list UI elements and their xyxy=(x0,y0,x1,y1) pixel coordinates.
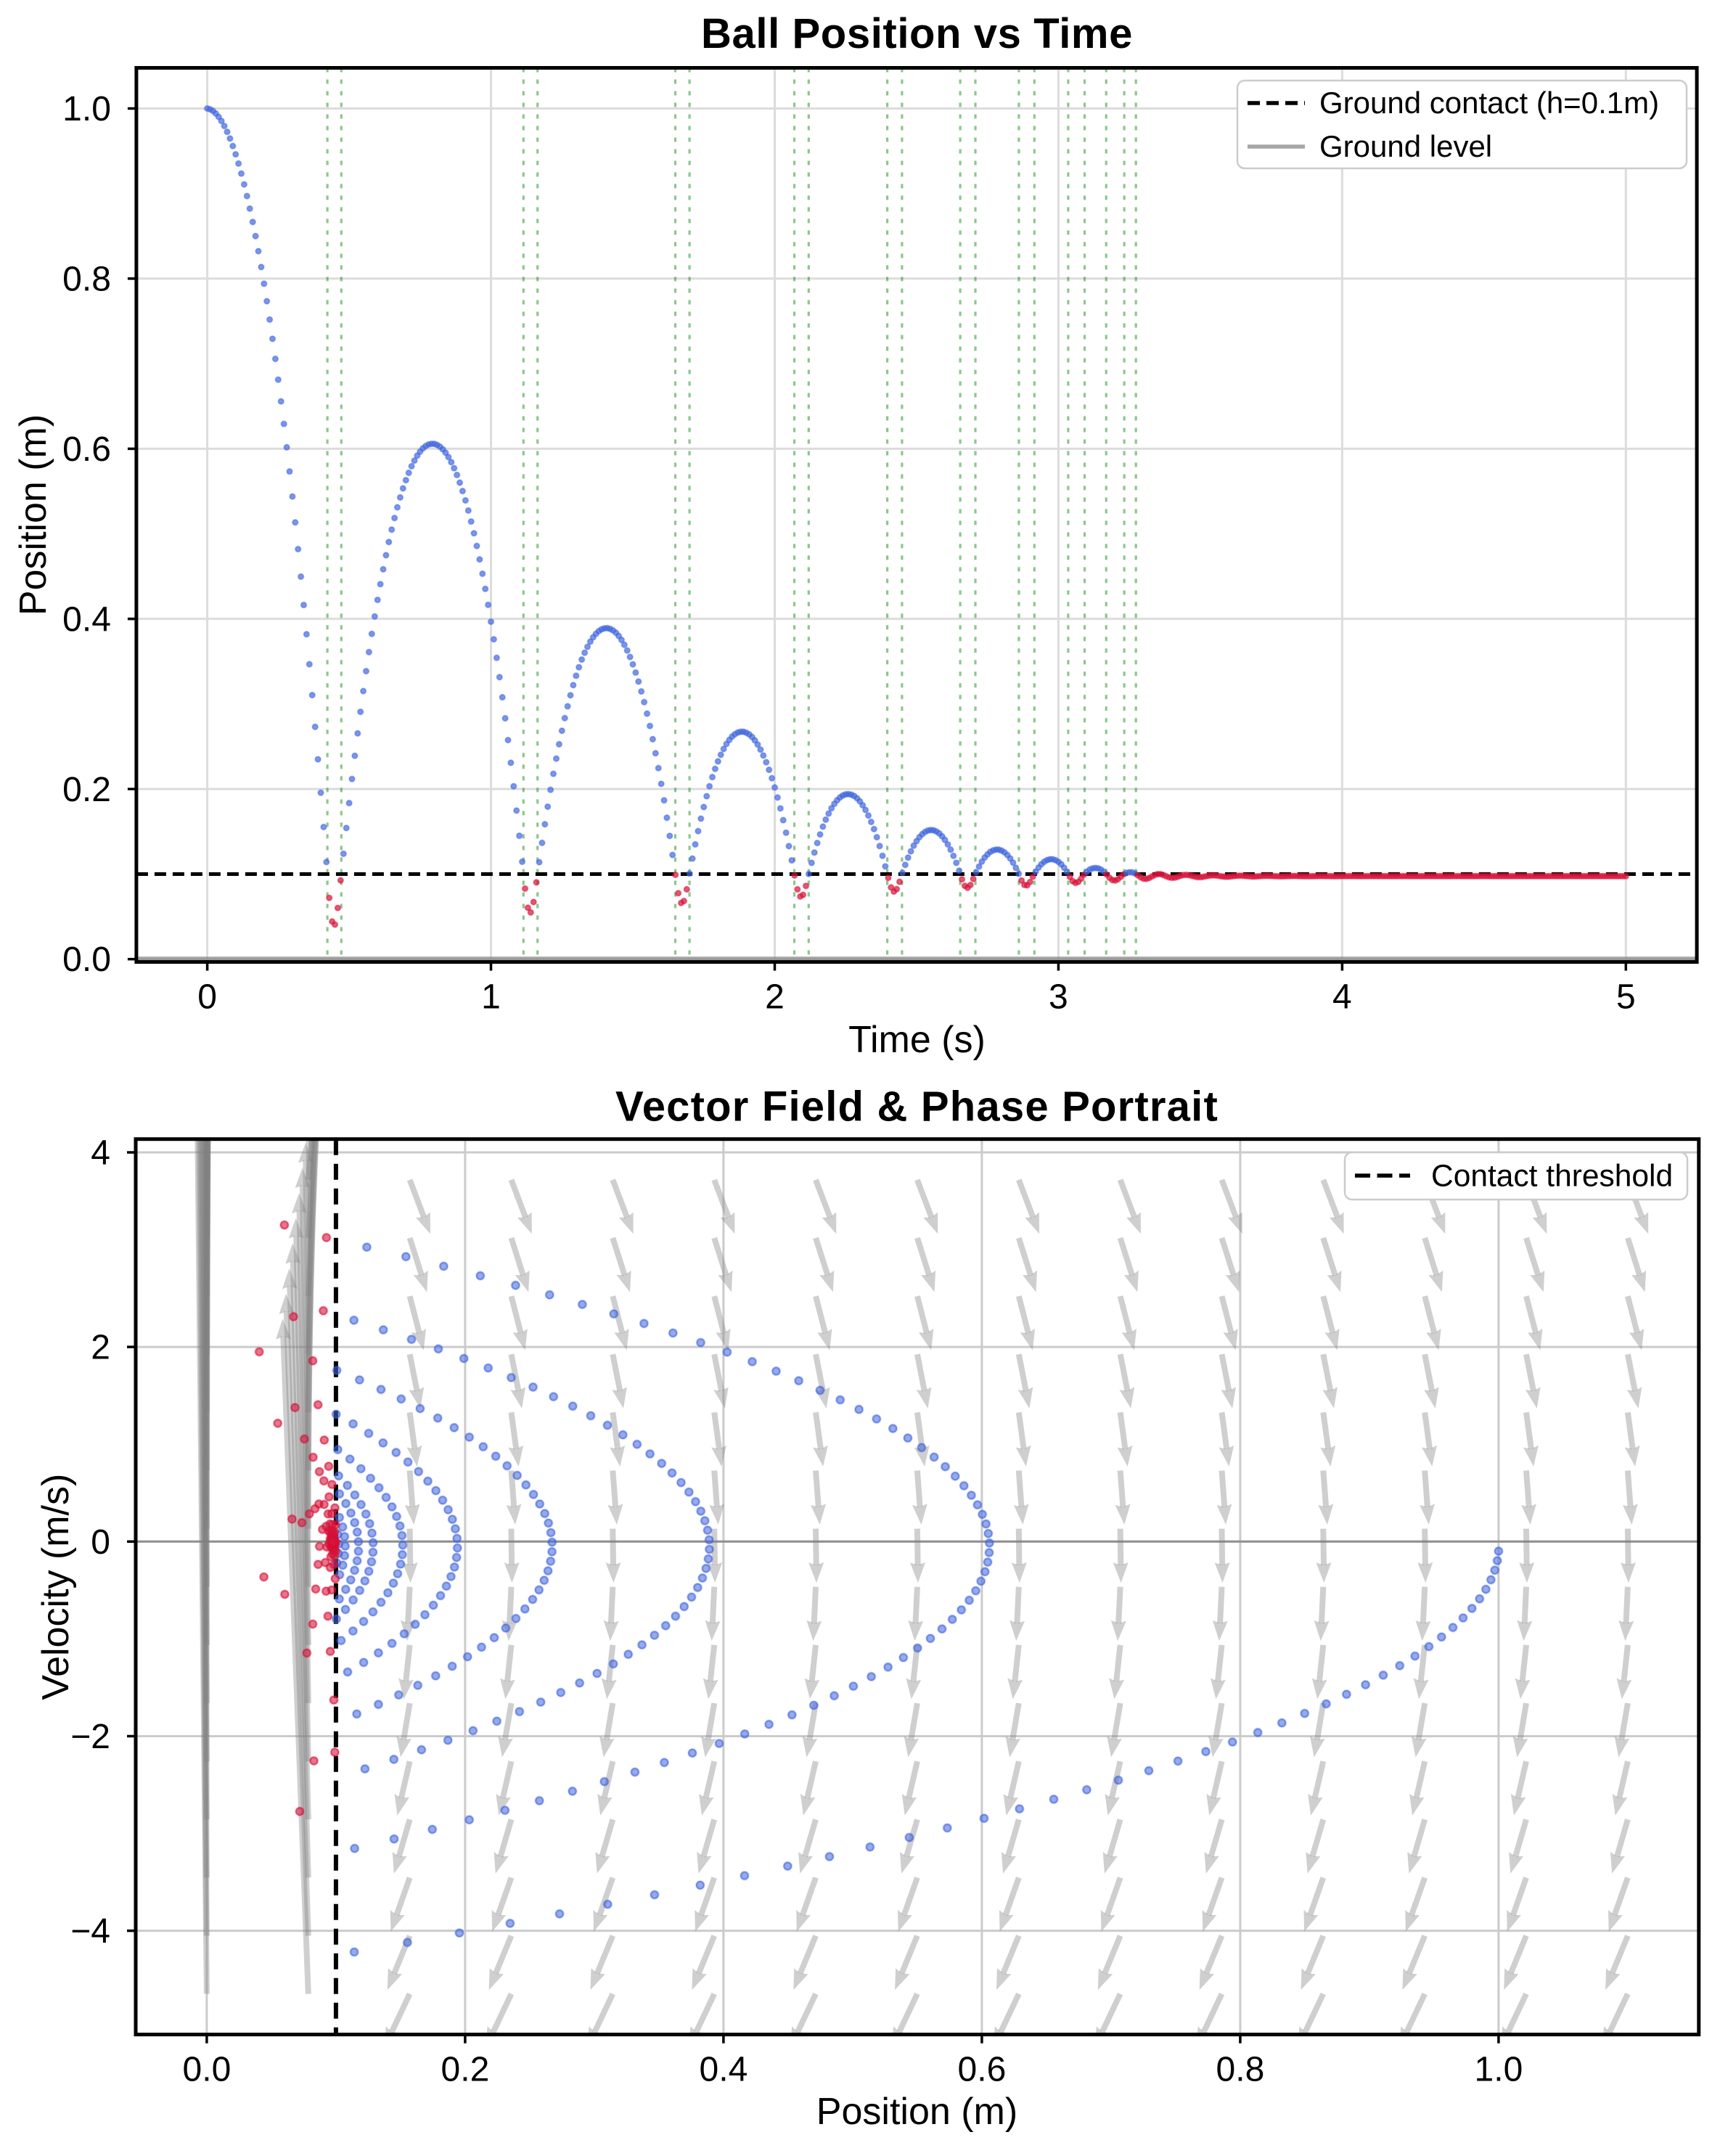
svg-text:Time (s): Time (s) xyxy=(848,1019,986,1061)
svg-text:3: 3 xyxy=(1049,978,1068,1017)
svg-text:−2: −2 xyxy=(70,1718,110,1756)
svg-text:0.0: 0.0 xyxy=(62,940,111,979)
svg-text:Ground level: Ground level xyxy=(1319,129,1492,163)
svg-text:0: 0 xyxy=(197,978,217,1017)
svg-text:4: 4 xyxy=(1332,978,1352,1017)
svg-text:Contact threshold: Contact threshold xyxy=(1431,1160,1673,1194)
svg-text:1: 1 xyxy=(481,978,501,1017)
svg-text:5: 5 xyxy=(1616,978,1636,1017)
svg-text:0.6: 0.6 xyxy=(62,430,111,469)
svg-text:0: 0 xyxy=(91,1523,110,1562)
svg-text:Ball Position vs Time: Ball Position vs Time xyxy=(701,10,1133,57)
svg-text:0.6: 0.6 xyxy=(958,2051,1007,2089)
svg-text:−4: −4 xyxy=(70,1912,110,1951)
svg-text:0.4: 0.4 xyxy=(62,600,111,639)
svg-text:1.0: 1.0 xyxy=(62,90,111,128)
svg-text:0.2: 0.2 xyxy=(62,771,111,809)
svg-text:2: 2 xyxy=(765,978,785,1017)
svg-text:0.0: 0.0 xyxy=(183,2051,232,2089)
svg-text:Position (m): Position (m) xyxy=(816,2091,1017,2133)
svg-text:Velocity (m/s): Velocity (m/s) xyxy=(35,1474,77,1700)
svg-text:Ground contact (h=0.1m): Ground contact (h=0.1m) xyxy=(1319,86,1659,120)
svg-text:1.0: 1.0 xyxy=(1475,2051,1523,2089)
svg-text:4: 4 xyxy=(91,1134,110,1173)
svg-text:0.4: 0.4 xyxy=(700,2051,748,2089)
svg-text:Position (m): Position (m) xyxy=(12,414,54,615)
svg-text:0.8: 0.8 xyxy=(1216,2051,1265,2089)
svg-text:0.2: 0.2 xyxy=(441,2051,490,2089)
svg-text:Vector Field & Phase Portrait: Vector Field & Phase Portrait xyxy=(615,1083,1219,1131)
svg-text:0.8: 0.8 xyxy=(62,260,111,298)
svg-text:2: 2 xyxy=(91,1329,110,1367)
